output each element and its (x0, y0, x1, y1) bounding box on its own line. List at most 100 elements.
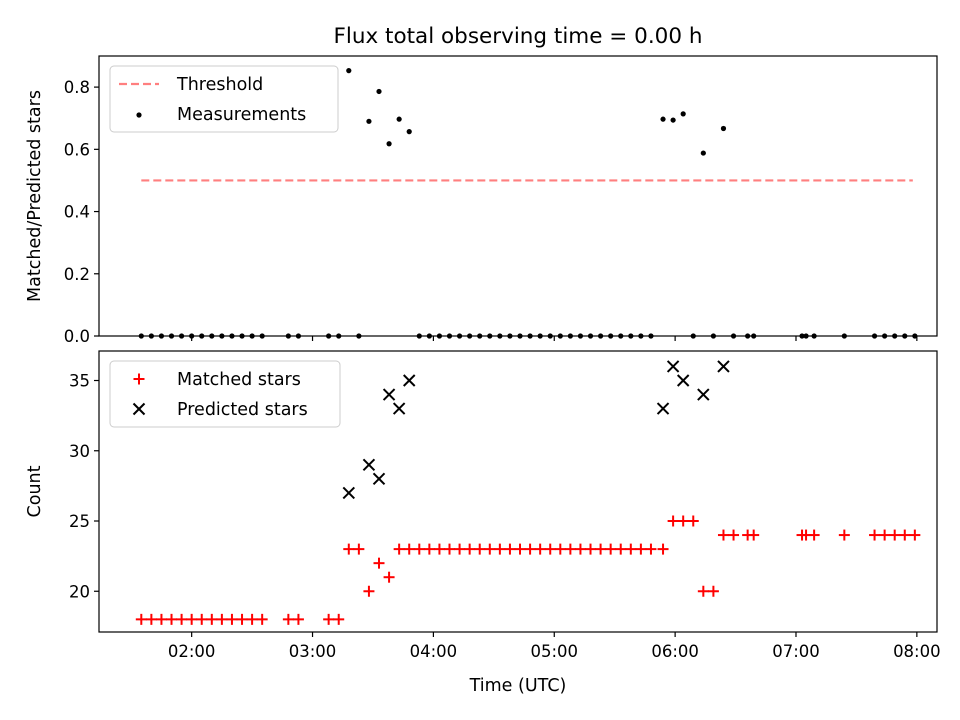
matched-star-marker (615, 543, 627, 555)
measurement-point (406, 129, 412, 135)
y-axis-label: Count (25, 465, 45, 517)
predicted-star-marker (372, 472, 386, 486)
matched-star-marker (423, 543, 435, 555)
matched-star-marker (383, 571, 395, 583)
marker-stroke (666, 360, 680, 373)
predicted-star-marker (656, 402, 670, 415)
legend-label: Measurements (177, 105, 306, 125)
matched-star-marker (869, 529, 881, 541)
predicted-star-marker (342, 486, 355, 500)
matched-star-marker (667, 515, 679, 527)
predicted-star-marker (676, 374, 690, 387)
matched-star-marker (323, 613, 335, 625)
measurement-point (700, 150, 706, 156)
x-axis-label: Time (UTC) (469, 676, 567, 696)
matched-star-marker (595, 543, 607, 555)
matched-star-marker (514, 543, 526, 555)
matched-star-marker (393, 543, 405, 555)
x-tick-label: 06:00 (651, 642, 699, 661)
matched-star-marker (605, 543, 617, 555)
marker-stroke (676, 374, 690, 387)
chart-title: Flux total observing time = 0.00 h (334, 24, 703, 49)
matched-star-marker (256, 613, 268, 625)
predicted-star-marker (403, 374, 416, 387)
marker-stroke (717, 360, 730, 373)
matched-star-marker (444, 543, 456, 555)
y-tick-label: 25 (69, 512, 90, 531)
measurement-point (346, 68, 352, 74)
matched-star-marker (697, 585, 709, 597)
marker-stroke (697, 388, 710, 401)
matched-star-marker (687, 515, 699, 527)
matched-star-marker (585, 543, 597, 555)
marker-stroke (362, 458, 376, 472)
matched-star-marker (413, 543, 425, 555)
marker-stroke (382, 388, 396, 401)
matched-star-marker (657, 543, 669, 555)
matched-star-marker (282, 613, 294, 625)
predicted-star-marker (717, 360, 730, 373)
matched-star-marker (343, 543, 355, 555)
legend-box (109, 65, 339, 133)
measurement-point (680, 111, 686, 117)
matched-star-marker (748, 529, 760, 541)
x-tick-label: 04:00 (410, 642, 458, 661)
matched-star-marker (216, 613, 228, 625)
marker-stroke (656, 402, 670, 415)
matched-star-marker (534, 543, 546, 555)
marker-stroke (372, 472, 386, 486)
measurement-point (386, 141, 392, 147)
matched-star-marker (333, 613, 345, 625)
predicted-star-marker (362, 458, 376, 472)
measurement-point (670, 117, 676, 123)
legend-label: Predicted stars (177, 400, 308, 420)
predicted-star-marker (666, 360, 680, 373)
x-tick-label: 02:00 (168, 642, 216, 661)
matched-star-marker (554, 543, 566, 555)
matched-star-marker (524, 543, 536, 555)
legend-label: Matched stars (177, 370, 301, 390)
y-tick-label: 30 (69, 442, 90, 461)
matched-star-marker (166, 613, 178, 625)
matched-star-marker (145, 613, 157, 625)
matched-star-marker (155, 613, 167, 625)
x-tick-label: 05:00 (530, 642, 578, 661)
panel-ratio: 0.0 0.2 0.4 0.6 0.8 Matched/Predicted stars Th… (25, 55, 938, 346)
matched-star-marker (574, 543, 586, 555)
matched-star-marker (838, 529, 850, 541)
x-tick-label: 08:00 (893, 642, 941, 661)
matched-star-marker (564, 543, 576, 555)
matched-star-marker (474, 543, 486, 555)
matched-star-marker (635, 543, 647, 555)
matched-star-marker (677, 515, 689, 527)
predicted-star-marker (382, 388, 396, 401)
matched-star-marker (728, 529, 740, 541)
axes-frame (98, 55, 938, 337)
y-tick-label: 20 (69, 582, 90, 601)
marker-stroke (392, 402, 406, 415)
matched-star-marker (899, 529, 911, 541)
measurement-point (720, 125, 727, 132)
measurement-point (376, 88, 382, 95)
matched-star-marker (373, 557, 385, 569)
legend-swatch-predicted (132, 402, 146, 416)
matched-star-marker (645, 543, 657, 555)
matched-star-marker (504, 543, 516, 555)
matched-star-marker (909, 529, 921, 541)
legend-box (109, 360, 341, 428)
matched-star-marker (433, 543, 445, 555)
matched-star-marker (403, 543, 415, 555)
predicted-star-marker (392, 402, 406, 415)
matched-star-marker (176, 613, 188, 625)
matched-star-marker (454, 543, 466, 555)
panel-counts: 20 25 30 35 02:00 03:00 04:00 05:00 06:00 07:00 08… (25, 350, 941, 661)
matched-star-marker (135, 613, 147, 625)
y-tick-label: 35 (69, 372, 90, 391)
measurement-point (366, 118, 372, 124)
matched-star-marker (292, 613, 304, 625)
matched-star-marker (464, 543, 476, 555)
matched-star-marker (246, 613, 258, 625)
legend-swatch-measurements (136, 112, 142, 118)
axes-frame (98, 350, 938, 633)
